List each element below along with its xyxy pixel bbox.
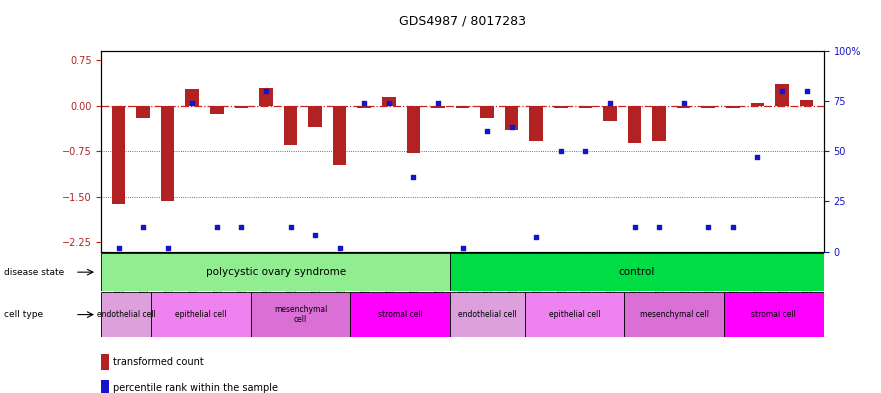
Point bbox=[284, 224, 298, 231]
Bar bbox=[726, 106, 739, 108]
Point bbox=[751, 154, 765, 160]
Bar bbox=[101, 354, 109, 371]
Bar bbox=[529, 106, 543, 141]
Text: mesenchymal
cell: mesenchymal cell bbox=[274, 305, 327, 324]
Bar bbox=[525, 292, 625, 337]
Bar bbox=[137, 106, 150, 118]
Bar bbox=[407, 106, 420, 153]
Bar bbox=[234, 106, 248, 108]
Bar bbox=[701, 106, 715, 108]
Bar bbox=[259, 88, 273, 106]
Point bbox=[333, 244, 347, 251]
Text: stromal cell: stromal cell bbox=[751, 310, 796, 319]
Bar bbox=[333, 106, 346, 165]
Bar bbox=[101, 292, 152, 337]
Bar bbox=[161, 106, 174, 201]
Bar bbox=[554, 106, 567, 108]
Point bbox=[701, 224, 715, 231]
Point bbox=[677, 100, 691, 107]
Bar bbox=[455, 106, 470, 108]
Text: epithelial cell: epithelial cell bbox=[175, 310, 226, 319]
Point bbox=[505, 124, 519, 130]
Bar bbox=[480, 106, 494, 118]
Text: cell type: cell type bbox=[4, 310, 47, 319]
Point bbox=[627, 224, 641, 231]
Point bbox=[455, 244, 470, 251]
Bar bbox=[603, 106, 617, 121]
Bar bbox=[652, 106, 666, 141]
Bar bbox=[358, 106, 371, 108]
Bar bbox=[625, 292, 724, 337]
Text: stromal cell: stromal cell bbox=[378, 310, 423, 319]
Bar bbox=[210, 106, 224, 114]
Bar bbox=[505, 106, 518, 130]
Bar bbox=[579, 106, 592, 108]
Bar bbox=[800, 100, 813, 106]
Bar bbox=[751, 103, 764, 106]
Bar bbox=[308, 106, 322, 127]
Point bbox=[480, 128, 494, 134]
Bar bbox=[186, 89, 199, 106]
Text: mesenchymal cell: mesenchymal cell bbox=[640, 310, 709, 319]
Text: disease state: disease state bbox=[4, 268, 68, 277]
Bar bbox=[112, 106, 125, 204]
Bar bbox=[351, 292, 450, 337]
Point bbox=[529, 234, 544, 241]
Bar bbox=[677, 106, 691, 108]
Point bbox=[554, 148, 568, 154]
Point bbox=[406, 174, 420, 180]
Bar bbox=[628, 106, 641, 143]
Bar bbox=[251, 292, 351, 337]
Text: endothelial cell: endothelial cell bbox=[97, 310, 156, 319]
Point bbox=[112, 244, 126, 251]
Point bbox=[381, 100, 396, 107]
Bar bbox=[724, 292, 824, 337]
Point bbox=[259, 88, 273, 94]
Point bbox=[578, 148, 592, 154]
Point bbox=[726, 224, 740, 231]
Point bbox=[775, 88, 789, 94]
Text: control: control bbox=[618, 267, 655, 277]
Point bbox=[799, 88, 813, 94]
Text: epithelial cell: epithelial cell bbox=[549, 310, 600, 319]
Bar bbox=[450, 292, 525, 337]
Point bbox=[185, 100, 199, 107]
Bar bbox=[431, 106, 445, 108]
Bar bbox=[101, 253, 450, 291]
Point bbox=[210, 224, 224, 231]
Point bbox=[431, 100, 445, 107]
Point bbox=[136, 224, 150, 231]
Text: polycystic ovary syndrome: polycystic ovary syndrome bbox=[205, 267, 345, 277]
Bar bbox=[101, 380, 109, 393]
Bar bbox=[775, 84, 788, 106]
Point bbox=[234, 224, 248, 231]
Text: GDS4987 / 8017283: GDS4987 / 8017283 bbox=[399, 15, 526, 28]
Text: endothelial cell: endothelial cell bbox=[458, 310, 517, 319]
Bar bbox=[152, 292, 251, 337]
Bar bbox=[450, 253, 824, 291]
Bar bbox=[284, 106, 297, 145]
Point bbox=[308, 232, 322, 239]
Text: percentile rank within the sample: percentile rank within the sample bbox=[113, 383, 278, 393]
Point bbox=[652, 224, 666, 231]
Bar bbox=[382, 97, 396, 106]
Point bbox=[357, 100, 371, 107]
Text: transformed count: transformed count bbox=[113, 357, 204, 367]
Point bbox=[160, 244, 174, 251]
Point bbox=[603, 100, 617, 107]
